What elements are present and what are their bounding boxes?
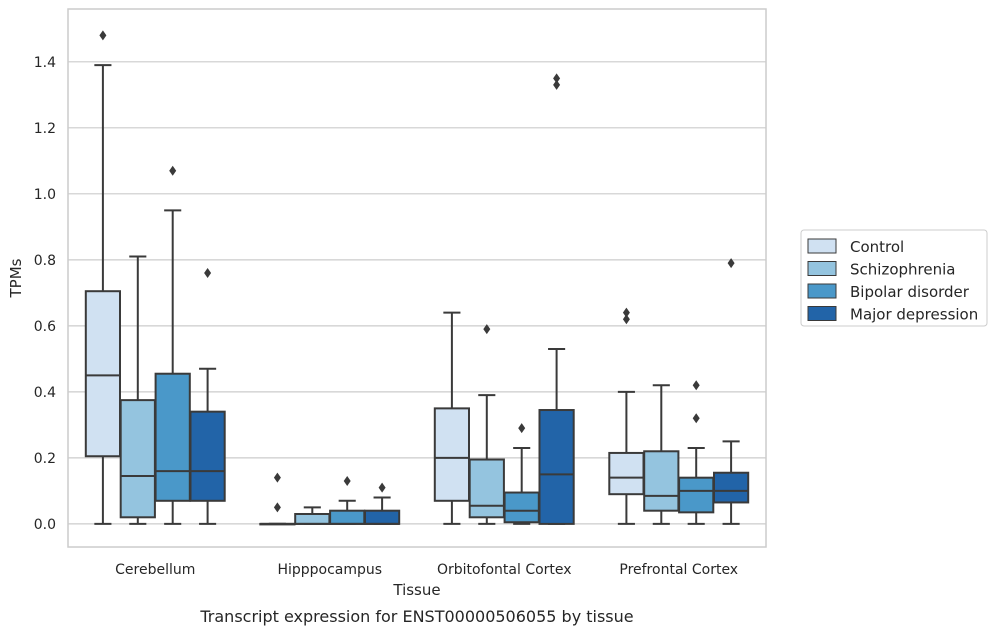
outlier-point — [622, 307, 630, 318]
x-tick-label: Prefrontal Cortex — [619, 562, 738, 578]
box-body — [294, 512, 331, 525]
y-tick-label: 0.0 — [34, 517, 56, 533]
box-major-depression — [712, 258, 750, 525]
outlier-point — [99, 30, 107, 41]
box-body — [643, 450, 680, 512]
x-axis-ticks: Cerebellum Hipppocampus Orbitofontal Corte… — [115, 562, 738, 578]
box-body — [329, 509, 366, 525]
outlier-point — [692, 413, 700, 424]
legend-entry-label: Schizophrenia — [850, 261, 955, 279]
box-body — [84, 290, 122, 458]
box-bipolar-disorder — [154, 165, 191, 525]
chart-caption: Transcript expression for ENST0000050605… — [199, 607, 633, 626]
y-tick-label: 1.4 — [34, 55, 56, 71]
legend-swatch — [807, 306, 837, 321]
box-body — [433, 407, 471, 502]
outlier-point — [483, 324, 491, 335]
outlier-point — [378, 482, 386, 493]
box-plot-series — [84, 30, 750, 526]
box-body — [503, 491, 540, 524]
box-control — [608, 307, 645, 525]
x-tick-label: Hipppocampus — [277, 562, 382, 578]
y-tick-label: 0.4 — [34, 385, 56, 401]
box-bipolar-disorder — [678, 380, 715, 525]
y-axis-label: TPMs — [7, 258, 25, 298]
outlier-point — [553, 73, 561, 84]
x-tick-label: Orbitofontal Cortex — [437, 562, 572, 578]
box-schizophrenia — [643, 384, 680, 525]
box-body — [119, 399, 156, 519]
box-control — [84, 30, 122, 525]
box-major-depression — [538, 73, 575, 525]
legend-frame — [800, 229, 988, 327]
legend-entry-label: Major depression — [850, 306, 978, 324]
legend: Control Schizophrenia Bipolar disorder Majo… — [800, 229, 988, 327]
legend-entry-label: Bipolar disorder — [850, 283, 970, 301]
box-body — [363, 509, 401, 525]
y-tick-label: 1.0 — [34, 187, 56, 203]
box-body — [608, 451, 645, 496]
outlier-point — [273, 502, 281, 513]
box-control — [259, 472, 296, 526]
box-body — [189, 410, 226, 502]
box-schizophrenia — [468, 324, 505, 525]
plot-frame — [67, 8, 767, 548]
y-tick-label: 1.2 — [34, 121, 56, 137]
outlier-point — [169, 165, 177, 176]
box-body — [538, 409, 575, 525]
box-body — [154, 372, 191, 502]
box-bipolar-disorder — [329, 475, 366, 525]
box-major-depression — [189, 268, 226, 525]
outlier-point — [553, 79, 561, 90]
x-axis-label: Tissue — [392, 581, 440, 599]
y-tick-label: 0.8 — [34, 253, 56, 269]
outlier-point — [343, 475, 351, 486]
outlier-point — [518, 423, 526, 434]
x-tick-label: Cerebellum — [115, 562, 195, 578]
y-axis-ticks: 0.0 0.2 0.4 0.6 0.8 1.0 1.2 1.4 — [34, 55, 56, 533]
y-tick-label: 0.6 — [34, 319, 56, 335]
box-body — [468, 458, 505, 519]
legend-swatch — [807, 238, 837, 254]
outlier-point — [273, 472, 281, 483]
box-major-depression — [363, 482, 401, 525]
y-tick-label: 0.2 — [34, 451, 56, 467]
outlier-point — [622, 314, 630, 325]
box-schizophrenia — [119, 255, 156, 525]
box-body — [678, 476, 715, 514]
box-schizophrenia — [294, 506, 331, 525]
box-body — [712, 471, 750, 504]
box-control — [433, 311, 471, 525]
outlier-point — [692, 380, 700, 391]
legend-entry-label: Control — [850, 238, 904, 256]
legend-swatch — [807, 261, 837, 276]
outlier-point — [727, 258, 735, 269]
box-bipolar-disorder — [503, 423, 540, 525]
legend-swatch — [807, 283, 837, 299]
outlier-point — [204, 268, 212, 279]
